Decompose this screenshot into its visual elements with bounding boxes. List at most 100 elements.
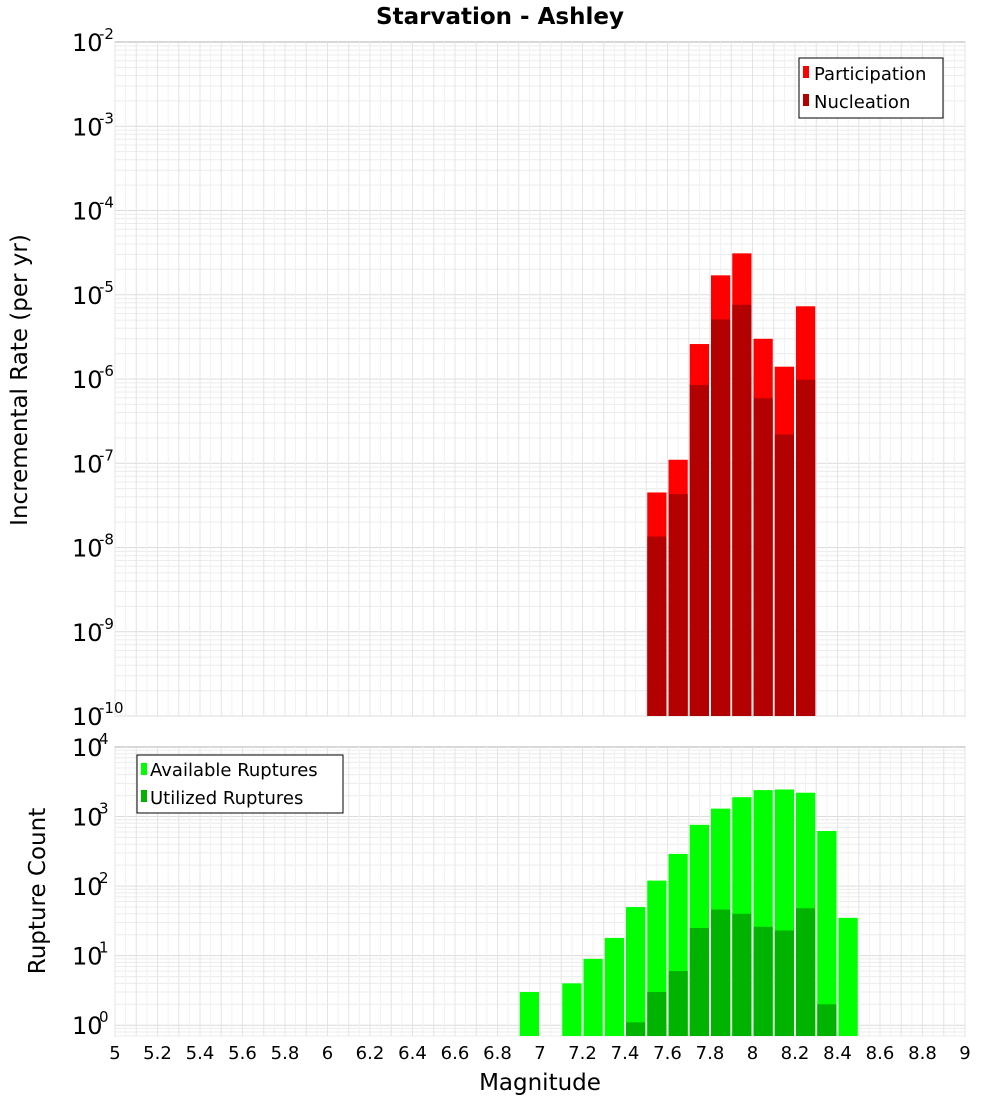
count-y-tick-exponent: 1 (99, 939, 109, 957)
count-y-tick-base: 10 (72, 873, 103, 901)
count-y-tick-base: 10 (72, 1012, 103, 1040)
rate-y-tick: 10-2 (72, 25, 114, 57)
x-axis-label: Magnitude (479, 1070, 601, 1096)
count-y-tick-exponent: 3 (99, 800, 109, 818)
count-bar-utilized-ruptures (774, 930, 794, 1036)
legend-swatch-utilized (141, 790, 147, 802)
legend-label-participation: Participation (814, 64, 926, 85)
rate-y-tick: 10-4 (72, 194, 114, 226)
rate-y-tick-exponent: -7 (99, 446, 114, 464)
rate-y-tick: 10-5 (72, 278, 114, 310)
count-y-tick: 103 (72, 800, 109, 832)
rate-bar-nucleation (711, 319, 731, 716)
rate-bar-nucleation (753, 398, 773, 716)
count-bar-available-ruptures (583, 958, 603, 1036)
chart-title: Starvation - Ashley (376, 4, 624, 30)
x-tick-label: 7.4 (611, 1043, 640, 1064)
rate-bar-nucleation (774, 434, 794, 716)
count-y-tick-base: 10 (72, 804, 103, 832)
x-tick-label: 6 (322, 1043, 333, 1064)
rate-y-tick-exponent: -4 (99, 194, 114, 212)
legend-label-available: Available Ruptures (150, 760, 318, 781)
rate-y-tick: 10-7 (72, 446, 114, 478)
rate-y-tick-base: 10 (72, 366, 103, 394)
rate-grid (114, 42, 966, 717)
count-bar-utilized-ruptures (647, 992, 667, 1036)
x-tick-label: 7.2 (568, 1043, 597, 1064)
x-tick-label: 5.8 (271, 1043, 300, 1064)
legend-swatch-nucleation (803, 94, 809, 106)
count-y-tick-exponent: 4 (99, 730, 109, 748)
count-y-tick: 100 (72, 1008, 109, 1040)
rate-y-tick-exponent: -6 (99, 362, 114, 380)
count-bars (519, 789, 858, 1036)
rate-y-tick-base: 10 (72, 535, 103, 563)
count-bar-utilized-ruptures (817, 1004, 837, 1036)
rate-y-label: Incremental Rate (per yr) (7, 234, 33, 526)
count-bar-utilized-ruptures (732, 913, 752, 1036)
count-bar-available-ruptures (562, 983, 582, 1036)
rate-legend: Participation Nucleation (798, 57, 944, 119)
legend-label-utilized: Utilized Ruptures (150, 788, 303, 809)
count-y-tick-base: 10 (72, 734, 103, 762)
count-y-tick-base: 10 (72, 943, 103, 971)
count-y-tick: 101 (72, 939, 109, 971)
x-tick-label: 5.2 (143, 1043, 172, 1064)
x-tick-label: 6.6 (441, 1043, 470, 1064)
rate-y-tick-base: 10 (72, 450, 103, 478)
legend-swatch-available (141, 763, 147, 775)
count-y-tick: 104 (72, 730, 109, 762)
rate-bar-nucleation (647, 536, 667, 716)
rate-y-tick-exponent: -10 (99, 699, 124, 717)
count-bar-utilized-ruptures (796, 908, 816, 1036)
rate-y-tick-base: 10 (72, 198, 103, 226)
rate-bar-nucleation (668, 494, 688, 716)
x-tick-label: 7 (534, 1043, 545, 1064)
rate-y-tick-base: 10 (72, 703, 103, 731)
count-bar-available-ruptures (817, 830, 837, 1036)
rate-y-tick: 10-9 (72, 615, 114, 647)
count-bar-utilized-ruptures (753, 926, 773, 1036)
x-tick-label: 5 (109, 1043, 120, 1064)
x-tick-label: 6.8 (483, 1043, 512, 1064)
x-tick-label: 8 (747, 1043, 758, 1064)
x-tick-label: 7.8 (696, 1043, 725, 1064)
rate-y-tick-exponent: -5 (99, 278, 114, 296)
count-bar-utilized-ruptures (626, 1022, 646, 1036)
rate-bars (647, 253, 816, 716)
rate-y-tick: 10-8 (72, 531, 114, 563)
rate-y-tick: 10-6 (72, 362, 114, 394)
count-bar-utilized-ruptures (689, 927, 709, 1036)
x-tick-label: 8.6 (866, 1043, 895, 1064)
x-ticks: 5 5.2 5.4 5.6 5.8 6 6.2 6.4 6.6 6.8 7 7.2 7.4 7.6 7.8 8… (109, 1043, 970, 1064)
rate-y-tick: 10-10 (72, 699, 124, 731)
count-y-tick-exponent: 2 (99, 869, 109, 887)
rate-y-tick-exponent: -8 (99, 531, 114, 549)
count-bar-available-ruptures (626, 907, 646, 1036)
rate-y-tick-base: 10 (72, 29, 103, 57)
count-y-tick-exponent: 0 (99, 1008, 109, 1026)
x-tick-label: 8.8 (908, 1043, 937, 1064)
count-y-tick: 102 (72, 869, 109, 901)
x-tick-label: 6.4 (398, 1043, 427, 1064)
rate-bar-nucleation (796, 379, 816, 716)
count-bar-utilized-ruptures (668, 971, 688, 1036)
x-tick-label: 9 (959, 1043, 970, 1064)
legend-swatch-participation (803, 66, 809, 78)
x-tick-label: 5.4 (186, 1043, 215, 1064)
rate-y-tick: 10-3 (72, 109, 114, 141)
rate-y-tick-exponent: -3 (99, 109, 114, 127)
count-bar-available-ruptures (519, 992, 539, 1036)
rate-y-tick-exponent: -2 (99, 25, 114, 43)
legend-label-nucleation: Nucleation (814, 92, 910, 113)
count-legend: Available Ruptures Utilized Ruptures (136, 754, 344, 814)
count-bar-available-ruptures (838, 917, 858, 1036)
x-tick-label: 8.2 (781, 1043, 810, 1064)
rate-legend-box (798, 57, 944, 119)
rate-y-tick-base: 10 (72, 619, 103, 647)
